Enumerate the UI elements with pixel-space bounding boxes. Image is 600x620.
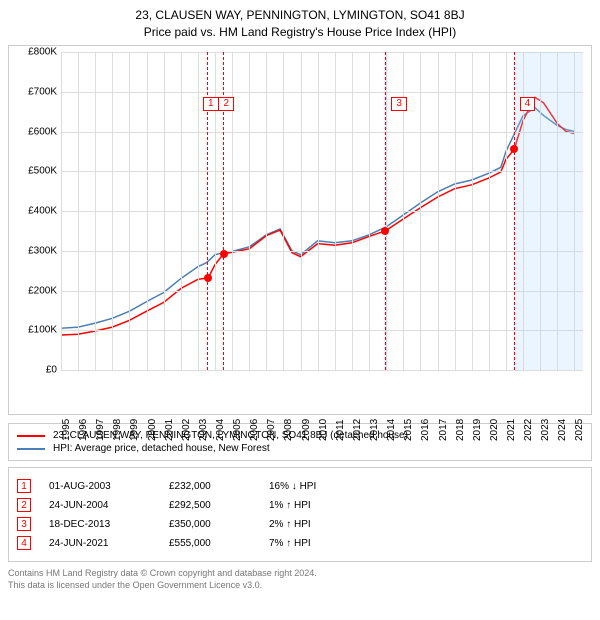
x-tick-label: 2003 (198, 401, 209, 441)
transaction-number: 1 (17, 479, 31, 493)
sale-point (204, 274, 212, 282)
x-tick-label: 2019 (472, 401, 483, 441)
transaction-pct: 1% ↑ HPI (269, 500, 389, 511)
y-tick-label: £500K (9, 166, 57, 177)
y-tick-label: £200K (9, 285, 57, 296)
attribution-line1: Contains HM Land Registry data © Crown c… (8, 568, 592, 580)
x-tick-label: 2024 (557, 401, 568, 441)
legend-swatch (17, 435, 45, 437)
x-tick-label: 2015 (403, 401, 414, 441)
title-line1: 23, CLAUSEN WAY, PENNINGTON, LYMINGTON, … (8, 8, 592, 22)
y-tick-label: £400K (9, 206, 57, 217)
transaction-price: £232,000 (169, 481, 269, 492)
transaction-date: 24-JUN-2021 (49, 538, 169, 549)
transaction-price: £292,500 (169, 500, 269, 511)
transaction-date: 24-JUN-2004 (49, 500, 169, 511)
y-tick-label: £0 (9, 365, 57, 376)
x-tick-label: 1998 (112, 401, 123, 441)
x-tick-label: 2023 (540, 401, 551, 441)
y-tick-label: £800K (9, 47, 57, 58)
transaction-date: 01-AUG-2003 (49, 481, 169, 492)
sale-vline (514, 52, 515, 370)
y-tick-label: £100K (9, 325, 57, 336)
x-tick-label: 1995 (61, 401, 72, 441)
legend-label: HPI: Average price, detached house, New … (53, 443, 270, 454)
x-tick-label: 2021 (506, 401, 517, 441)
x-tick-label: 2010 (318, 401, 329, 441)
transaction-price: £555,000 (169, 538, 269, 549)
sale-marker: 4 (520, 97, 536, 111)
transaction-row: 4 24-JUN-2021£555,0007% ↑ HPI (17, 536, 583, 550)
x-tick-label: 2002 (181, 401, 192, 441)
x-tick-label: 1997 (95, 401, 106, 441)
legend-swatch (17, 448, 45, 450)
title-line2: Price paid vs. HM Land Registry's House … (8, 25, 592, 39)
x-tick-label: 2004 (215, 401, 226, 441)
x-tick-label: 2016 (420, 401, 431, 441)
x-tick-label: 2009 (301, 401, 312, 441)
y-tick-label: £600K (9, 126, 57, 137)
x-tick-label: 2007 (266, 401, 277, 441)
attribution-line2: This data is licensed under the Open Gov… (8, 580, 592, 592)
transaction-date: 18-DEC-2013 (49, 519, 169, 530)
transaction-number: 3 (17, 517, 31, 531)
legend-item: HPI: Average price, detached house, New … (17, 443, 583, 454)
x-tick-label: 2020 (489, 401, 500, 441)
x-tick-label: 2011 (335, 401, 346, 441)
transaction-price: £350,000 (169, 519, 269, 530)
sale-point (381, 227, 389, 235)
transaction-pct: 2% ↑ HPI (269, 519, 389, 530)
sale-point (510, 145, 518, 153)
transaction-number: 4 (17, 536, 31, 550)
transaction-number: 2 (17, 498, 31, 512)
x-tick-label: 1999 (129, 401, 140, 441)
transaction-pct: 16% ↓ HPI (269, 481, 389, 492)
transaction-row: 1 01-AUG-2003£232,00016% ↓ HPI (17, 479, 583, 493)
transaction-row: 2 24-JUN-2004£292,5001% ↑ HPI (17, 498, 583, 512)
x-tick-label: 2022 (523, 401, 534, 441)
sale-marker: 1 (203, 97, 219, 111)
x-tick-label: 2018 (455, 401, 466, 441)
chart-title-block: 23, CLAUSEN WAY, PENNINGTON, LYMINGTON, … (8, 8, 592, 39)
x-tick-label: 2008 (283, 401, 294, 441)
y-tick-label: £300K (9, 245, 57, 256)
x-tick-label: 2005 (232, 401, 243, 441)
sale-marker: 2 (218, 97, 234, 111)
y-tick-label: £700K (9, 86, 57, 97)
sale-point (220, 250, 228, 258)
sale-vline (385, 52, 386, 370)
transaction-list: 1 01-AUG-2003£232,00016% ↓ HPI 2 24-JUN-200… (8, 467, 592, 562)
x-tick-label: 2000 (147, 401, 158, 441)
x-tick-label: 2025 (574, 401, 585, 441)
sale-marker: 3 (391, 97, 407, 111)
transaction-pct: 7% ↑ HPI (269, 538, 389, 549)
x-tick-label: 2006 (249, 401, 260, 441)
x-tick-label: 2012 (352, 401, 363, 441)
chart-container: 12 3 4 £0 £100K £200K £300K £400K £500K £600K £70… (8, 45, 592, 415)
x-tick-label: 2001 (164, 401, 175, 441)
x-tick-label: 2017 (438, 401, 449, 441)
x-tick-label: 2014 (386, 401, 397, 441)
x-tick-label: 1996 (78, 401, 89, 441)
transaction-row: 3 18-DEC-2013£350,0002% ↑ HPI (17, 517, 583, 531)
x-tick-label: 2013 (369, 401, 380, 441)
plot-area: 12 3 4 (61, 52, 583, 370)
attribution: Contains HM Land Registry data © Crown c… (8, 568, 592, 591)
